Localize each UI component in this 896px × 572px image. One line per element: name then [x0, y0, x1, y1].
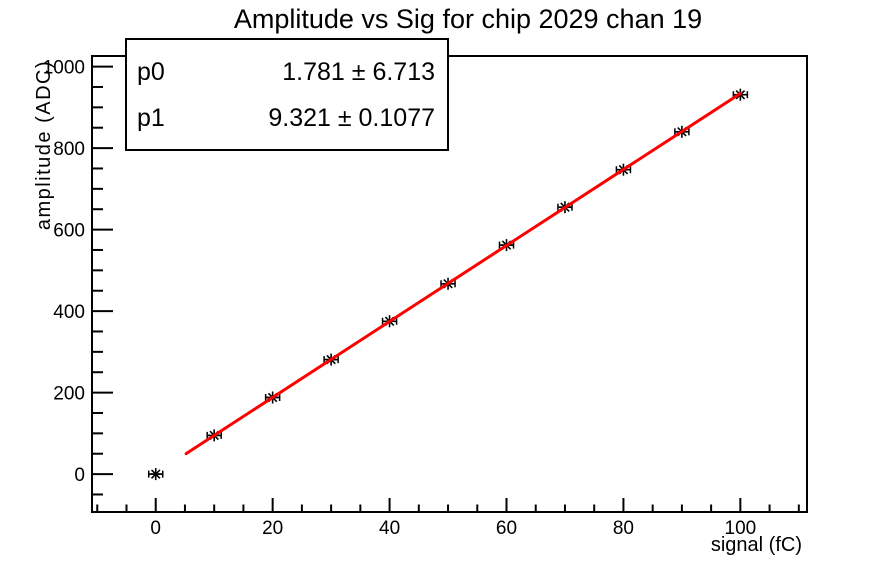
y-tick-label: 600	[53, 221, 85, 242]
x-tick-label: 40	[379, 518, 400, 539]
plot-title: Amplitude vs Sig for chip 2029 chan 19	[233, 4, 703, 34]
y-tick-label: 200	[53, 384, 85, 405]
fit-line	[184, 92, 742, 456]
x-tick-label: 60	[496, 518, 517, 539]
x-tick-label: 20	[262, 518, 283, 539]
y-tick-label: 400	[53, 302, 85, 323]
x-tick-label: 100	[725, 518, 757, 539]
y-tick-label: 1000	[43, 58, 85, 79]
param-value-p1: 9.321 ± 0.1077	[268, 103, 435, 132]
x-axis-title: signal (fC)	[710, 534, 802, 556]
y-tick-label: 800	[53, 139, 85, 160]
param-name-p0: p0	[137, 58, 165, 87]
fit-stats-box: p0 1.781 ± 6.713 p1 9.321 ± 0.1077	[125, 38, 449, 151]
data-point	[147, 468, 164, 481]
plot-frame	[91, 55, 808, 513]
x-tick-label: 80	[613, 518, 634, 539]
stat-row-p0: p0 1.781 ± 6.713	[137, 58, 435, 87]
param-name-p1: p1	[137, 103, 165, 132]
stat-row-p1: p1 9.321 ± 0.1077	[137, 104, 435, 133]
y-axis-title: amplitude (ADC)	[33, 59, 55, 231]
param-value-p0: 1.781 ± 6.713	[282, 58, 435, 87]
y-tick-label: 0	[74, 465, 85, 486]
x-tick-label: 0	[150, 518, 161, 539]
asterisk-marker	[150, 469, 161, 479]
